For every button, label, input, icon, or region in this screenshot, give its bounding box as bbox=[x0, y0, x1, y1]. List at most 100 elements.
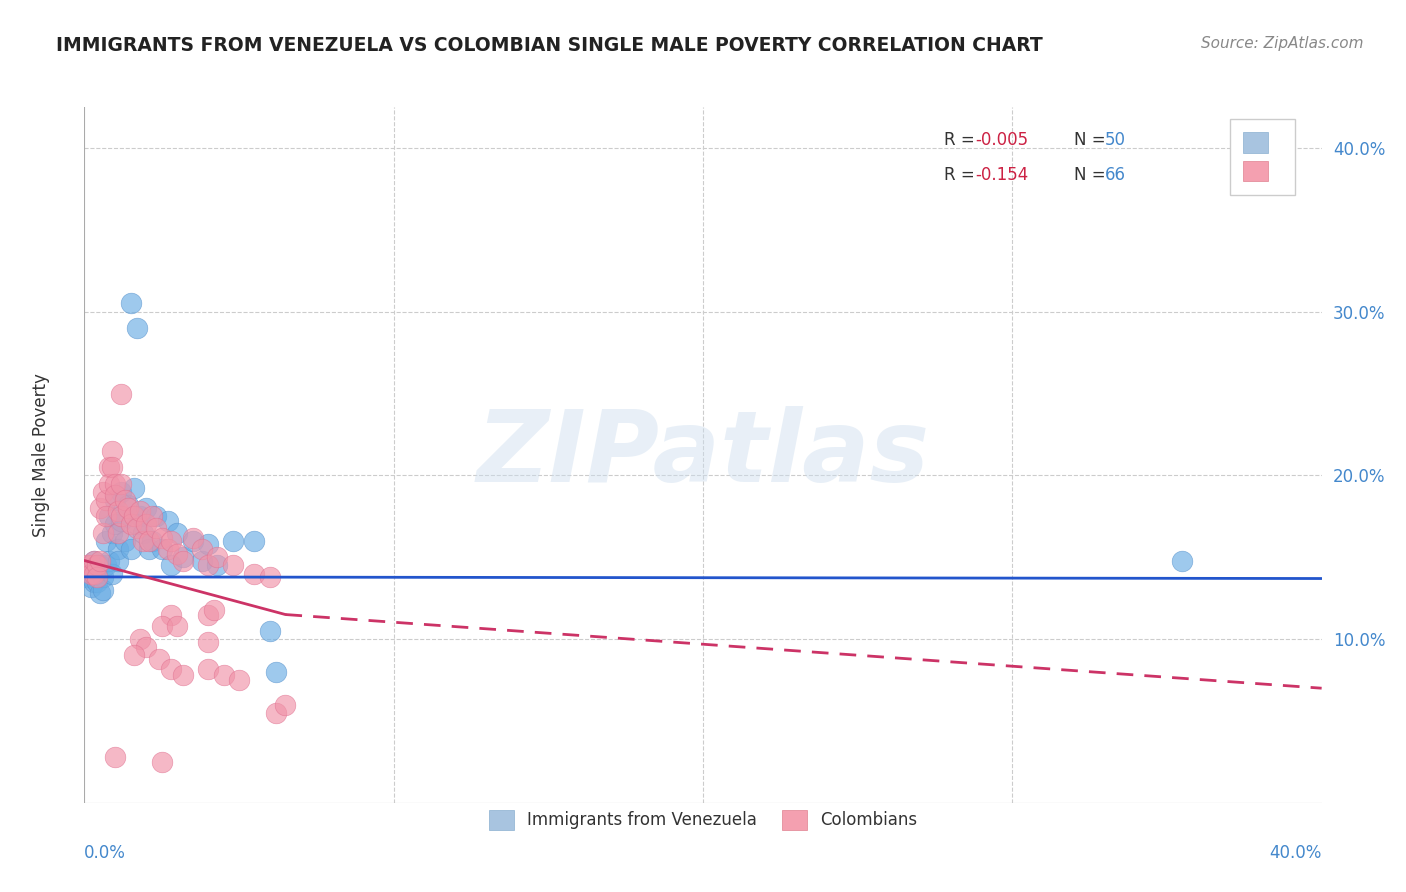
Text: -0.005: -0.005 bbox=[976, 131, 1028, 149]
Text: Single Male Poverty: Single Male Poverty bbox=[32, 373, 49, 537]
Point bbox=[86, 558, 108, 573]
Point bbox=[94, 492, 117, 507]
Point bbox=[150, 619, 173, 633]
Point bbox=[150, 542, 173, 557]
Point bbox=[104, 488, 127, 502]
Point bbox=[79, 566, 101, 581]
Point bbox=[98, 460, 121, 475]
Point bbox=[83, 574, 105, 589]
Point bbox=[91, 484, 114, 499]
Point bbox=[181, 531, 204, 545]
Point bbox=[172, 550, 194, 565]
Point bbox=[94, 558, 117, 573]
Text: 66: 66 bbox=[1105, 166, 1126, 184]
Point bbox=[181, 533, 204, 548]
Point bbox=[110, 509, 132, 524]
Point bbox=[264, 665, 287, 679]
Point bbox=[117, 498, 139, 512]
Point bbox=[228, 673, 250, 687]
Text: 40.0%: 40.0% bbox=[1270, 844, 1322, 862]
Point bbox=[117, 501, 139, 516]
Point bbox=[129, 504, 152, 518]
Point bbox=[125, 521, 148, 535]
Text: 50: 50 bbox=[1105, 131, 1126, 149]
Point bbox=[135, 640, 157, 655]
Point bbox=[89, 586, 111, 600]
Point bbox=[212, 668, 235, 682]
Point bbox=[160, 662, 183, 676]
Point bbox=[101, 443, 124, 458]
Point bbox=[98, 553, 121, 567]
Point bbox=[222, 558, 245, 573]
Text: -0.154: -0.154 bbox=[976, 166, 1028, 184]
Point bbox=[122, 482, 145, 496]
Point bbox=[110, 484, 132, 499]
Point bbox=[197, 662, 219, 676]
Point bbox=[107, 504, 129, 518]
Point bbox=[202, 602, 225, 616]
Point bbox=[122, 648, 145, 663]
Point bbox=[160, 558, 183, 573]
Point bbox=[264, 706, 287, 720]
Point bbox=[135, 517, 157, 532]
Point bbox=[129, 509, 152, 524]
Point bbox=[104, 750, 127, 764]
Point bbox=[89, 501, 111, 516]
Point bbox=[150, 755, 173, 769]
Point bbox=[98, 509, 121, 524]
Text: ZIPatlas: ZIPatlas bbox=[477, 407, 929, 503]
Point bbox=[156, 514, 179, 528]
Point bbox=[138, 533, 160, 548]
Point bbox=[138, 542, 160, 557]
Text: 0.0%: 0.0% bbox=[84, 844, 127, 862]
Point bbox=[76, 558, 98, 573]
Legend: Immigrants from Venezuela, Colombians: Immigrants from Venezuela, Colombians bbox=[475, 797, 931, 843]
Point bbox=[107, 553, 129, 567]
Point bbox=[91, 525, 114, 540]
Point bbox=[197, 537, 219, 551]
Point bbox=[207, 550, 229, 565]
Point bbox=[222, 533, 245, 548]
Point bbox=[156, 542, 179, 557]
Point bbox=[101, 566, 124, 581]
Point bbox=[114, 533, 136, 548]
Text: IMMIGRANTS FROM VENEZUELA VS COLOMBIAN SINGLE MALE POVERTY CORRELATION CHART: IMMIGRANTS FROM VENEZUELA VS COLOMBIAN S… bbox=[56, 36, 1043, 54]
Point bbox=[104, 476, 127, 491]
Point bbox=[120, 296, 142, 310]
Point bbox=[114, 492, 136, 507]
Point bbox=[110, 386, 132, 401]
Point bbox=[166, 525, 188, 540]
Point bbox=[145, 509, 167, 524]
Point bbox=[259, 624, 281, 638]
Point bbox=[141, 509, 163, 524]
Point bbox=[1171, 553, 1194, 567]
Point bbox=[141, 533, 163, 548]
Point bbox=[83, 566, 105, 581]
Point bbox=[259, 570, 281, 584]
Point bbox=[107, 525, 129, 540]
Point bbox=[160, 607, 183, 622]
Point bbox=[83, 553, 105, 567]
Point bbox=[98, 476, 121, 491]
Point bbox=[79, 558, 101, 573]
Point bbox=[86, 570, 108, 584]
Point bbox=[166, 619, 188, 633]
Point bbox=[107, 542, 129, 557]
Point bbox=[89, 553, 111, 567]
Point bbox=[197, 635, 219, 649]
Point bbox=[86, 563, 108, 577]
Point bbox=[172, 668, 194, 682]
Point bbox=[110, 476, 132, 491]
Point bbox=[91, 582, 114, 597]
Point bbox=[274, 698, 297, 712]
Point bbox=[104, 517, 127, 532]
Point bbox=[172, 553, 194, 567]
Point bbox=[243, 533, 266, 548]
Point bbox=[76, 570, 98, 584]
Point bbox=[207, 558, 229, 573]
Point bbox=[101, 460, 124, 475]
Point bbox=[104, 492, 127, 507]
Point bbox=[91, 570, 114, 584]
Point bbox=[94, 509, 117, 524]
Point bbox=[101, 525, 124, 540]
